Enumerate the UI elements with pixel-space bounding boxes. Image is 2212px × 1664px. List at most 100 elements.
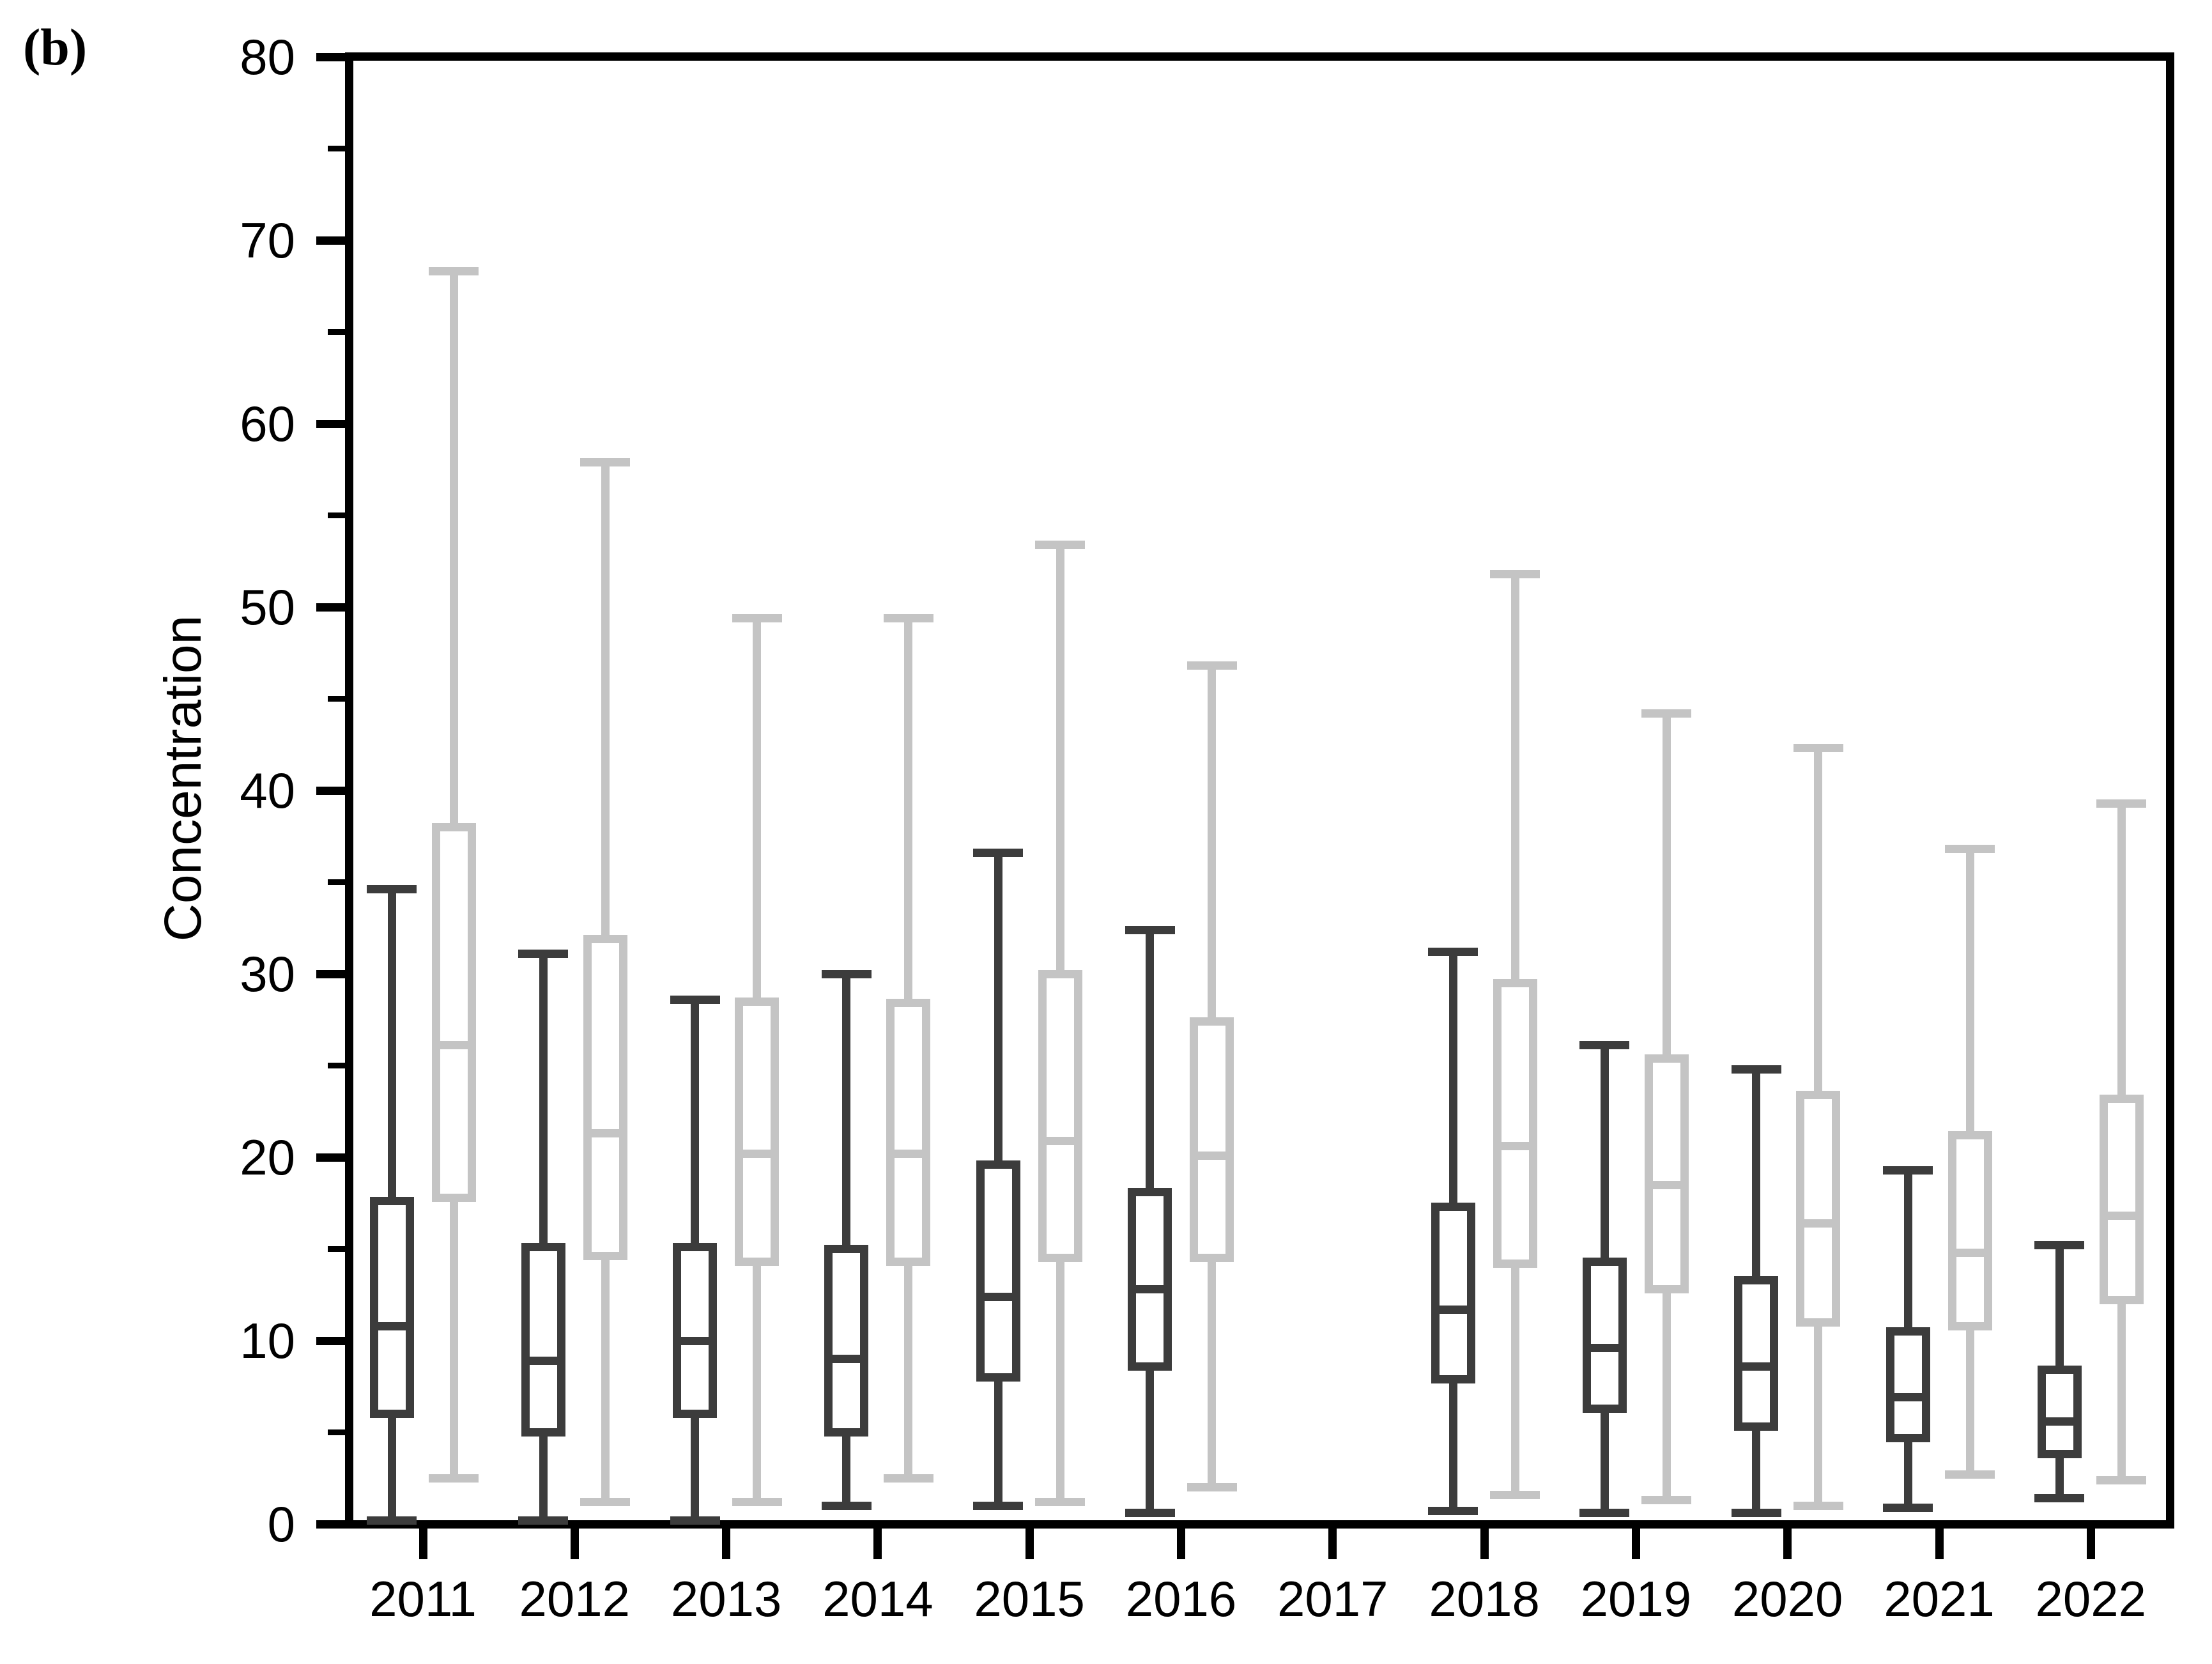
x-tick-label: 2021 — [1884, 1571, 1995, 1627]
x-tick — [1177, 1529, 1185, 1559]
whisker-cap-bottom — [1793, 1501, 1843, 1510]
x-tick-label: 2014 — [822, 1571, 933, 1627]
median-line — [895, 1149, 923, 1158]
whisker-cap-bottom — [1428, 1507, 1479, 1516]
y-tick-label: 50 — [240, 579, 295, 635]
whisker-cap-bottom — [2034, 1494, 2085, 1503]
x-tick-label: 2022 — [2035, 1571, 2147, 1627]
whisker-cap-top — [1641, 709, 1692, 718]
whisker-cap-top — [973, 849, 1024, 858]
iqr-box — [1038, 969, 1082, 1263]
median-line — [1046, 1136, 1074, 1145]
median-line — [1894, 1393, 1922, 1402]
median-line — [2107, 1212, 2135, 1221]
x-tick — [2086, 1529, 2095, 1559]
whisker-cap-bottom — [429, 1474, 479, 1483]
iqr-box — [1947, 1131, 1992, 1330]
median-line — [591, 1129, 619, 1138]
x-tick-label: 2011 — [369, 1571, 477, 1627]
x-tick — [722, 1529, 731, 1559]
whisker-cap-top — [1428, 948, 1479, 957]
y-minor-tick — [328, 512, 345, 518]
median-line — [1956, 1248, 1984, 1257]
median-line — [440, 1041, 468, 1050]
figure-panel-label: (b) — [23, 18, 88, 76]
iqr-box — [1431, 1202, 1475, 1383]
y-tick-label: 20 — [240, 1129, 295, 1185]
y-tick-label: 30 — [240, 946, 295, 1002]
whisker-cap-bottom — [670, 1516, 720, 1525]
iqr-box — [1734, 1275, 1779, 1431]
iqr-box — [583, 934, 627, 1261]
iqr-box — [1493, 978, 1537, 1268]
whisker-cap-bottom — [1731, 1509, 1781, 1518]
y-major-tick — [316, 1153, 345, 1162]
iqr-box — [1190, 1017, 1234, 1263]
whisker-cap-bottom — [367, 1516, 417, 1525]
y-minor-tick — [328, 1429, 345, 1435]
whisker-cap-top — [2096, 799, 2147, 808]
iqr-box — [521, 1243, 565, 1437]
whisker-cap-bottom — [1641, 1496, 1692, 1505]
whisker-cap-bottom — [2096, 1475, 2147, 1484]
median-line — [1742, 1362, 1770, 1371]
median-line — [743, 1149, 771, 1158]
x-tick-label: 2016 — [1125, 1571, 1237, 1627]
x-tick-label: 2018 — [1429, 1571, 1540, 1627]
y-tick-label: 40 — [240, 762, 295, 819]
y-tick-label: 80 — [240, 29, 295, 85]
y-major-tick — [316, 969, 345, 978]
whisker-cap-top — [2034, 1241, 2085, 1250]
x-tick — [1328, 1529, 1337, 1559]
y-minor-tick — [328, 879, 345, 885]
whisker-cap-top — [821, 969, 872, 978]
y-major-tick — [316, 603, 345, 612]
y-tick-label: 10 — [240, 1313, 295, 1369]
whisker-cap-top — [1883, 1166, 1933, 1175]
iqr-box — [431, 822, 476, 1202]
whisker-cap-top — [1731, 1065, 1781, 1074]
median-line — [1804, 1219, 1832, 1228]
y-minor-tick — [328, 696, 345, 702]
x-tick — [1025, 1529, 1034, 1559]
iqr-box — [2099, 1094, 2144, 1305]
whisker-cap-bottom — [1125, 1509, 1175, 1518]
whisker-cap-top — [883, 613, 933, 622]
whisker-cap-bottom — [1945, 1470, 1995, 1479]
y-major-tick — [316, 1520, 345, 1529]
whisker-cap-bottom — [1579, 1509, 1630, 1518]
whisker-cap-top — [1035, 540, 1086, 549]
iqr-box — [673, 1243, 718, 1419]
whisker-cap-top — [367, 885, 417, 894]
y-tick-label: 60 — [240, 396, 295, 452]
iqr-box — [976, 1160, 1020, 1382]
iqr-box — [1644, 1054, 1689, 1294]
median-line — [1590, 1343, 1618, 1352]
median-line — [1652, 1180, 1680, 1189]
x-tick — [1783, 1529, 1792, 1559]
median-line — [1136, 1285, 1164, 1294]
iqr-box — [369, 1197, 414, 1419]
plot-frame — [345, 52, 2174, 1529]
median-line — [2045, 1417, 2073, 1426]
iqr-box — [1886, 1327, 1930, 1442]
y-major-tick — [316, 786, 345, 795]
median-line — [1501, 1142, 1529, 1151]
y-major-tick — [316, 52, 345, 61]
median-line — [833, 1355, 861, 1364]
x-tick-label: 2015 — [974, 1571, 1085, 1627]
whisker-cap-bottom — [580, 1498, 631, 1507]
whisker-cap-bottom — [821, 1501, 872, 1510]
y-major-tick — [316, 419, 345, 428]
y-minor-tick — [328, 1063, 345, 1068]
y-minor-tick — [328, 1246, 345, 1252]
y-minor-tick — [328, 329, 345, 335]
whisker-cap-bottom — [1883, 1503, 1933, 1512]
y-major-tick — [316, 1336, 345, 1345]
iqr-box — [2037, 1366, 2082, 1459]
whisker-cap-top — [1187, 661, 1237, 670]
x-tick — [873, 1529, 882, 1559]
whisker-cap-bottom — [518, 1516, 569, 1525]
whisker-cap-top — [429, 267, 479, 276]
y-minor-tick — [328, 146, 345, 151]
